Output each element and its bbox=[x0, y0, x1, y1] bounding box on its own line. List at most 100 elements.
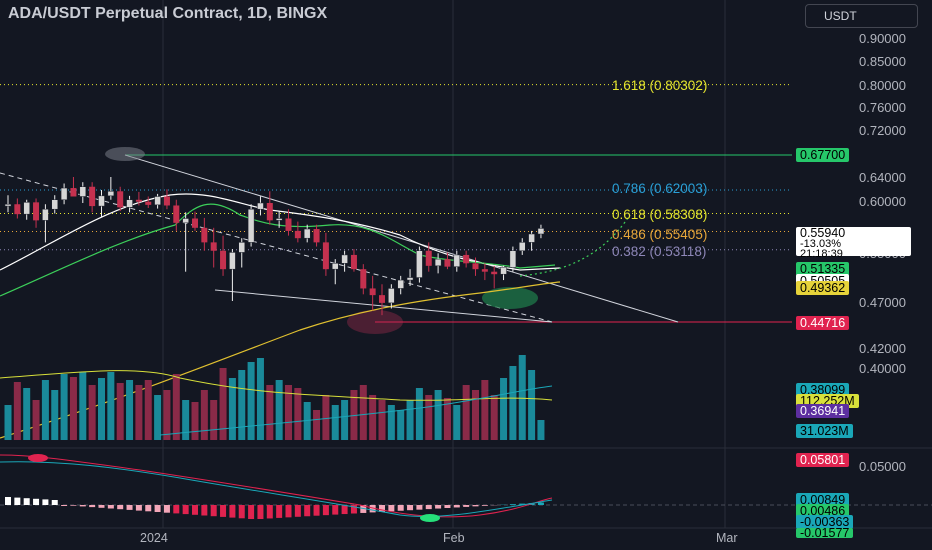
candle-body bbox=[444, 259, 451, 267]
osc-bar bbox=[322, 505, 329, 516]
candle-body bbox=[537, 228, 545, 235]
osc-bar bbox=[117, 505, 124, 510]
volume-bar bbox=[322, 395, 330, 440]
osc-bar bbox=[192, 505, 198, 515]
osc-bar bbox=[369, 505, 376, 513]
price-tick: 0.60000 bbox=[859, 194, 906, 209]
osc-axis-tick: 0.05000 bbox=[859, 459, 906, 474]
volume-bar bbox=[126, 380, 134, 440]
volume-bar bbox=[60, 374, 68, 440]
volume-bar bbox=[135, 385, 143, 440]
osc-bar bbox=[397, 505, 404, 511]
candle-body bbox=[360, 269, 367, 289]
candle-body bbox=[313, 229, 320, 243]
candle-body bbox=[145, 201, 152, 205]
osc-bar bbox=[182, 505, 189, 515]
osc-bar bbox=[89, 505, 96, 508]
level-tag-green: 0.67700 bbox=[796, 148, 850, 162]
candle-body bbox=[491, 271, 498, 275]
vol-ma-blue-tag: 0.38099 bbox=[796, 383, 850, 397]
candle-body bbox=[4, 203, 12, 207]
ma-yellow-tag: 0.49362 bbox=[796, 281, 850, 295]
candle-body bbox=[369, 288, 376, 296]
candle-body bbox=[509, 250, 517, 268]
fib-label-0618: 0.618 (0.58308) bbox=[612, 207, 708, 222]
x-tick-2024: 2024 bbox=[140, 531, 168, 545]
osc-bar bbox=[173, 505, 180, 514]
osc-bar bbox=[519, 503, 526, 505]
volume-bar bbox=[238, 370, 246, 440]
osc-bar bbox=[266, 505, 273, 519]
ma-green-line bbox=[0, 203, 556, 297]
candle-body bbox=[257, 202, 264, 210]
osc-bar bbox=[70, 505, 77, 506]
x-tick-mar: Mar bbox=[716, 531, 738, 545]
osc-bar bbox=[126, 505, 133, 510]
osc-bar bbox=[425, 505, 432, 510]
osc-bar bbox=[135, 505, 142, 511]
osc-tag-d: -0.01577 bbox=[796, 528, 854, 538]
osc-bar bbox=[98, 505, 105, 508]
osc-marker-red bbox=[28, 454, 48, 462]
volume-bar bbox=[182, 400, 190, 440]
price-tick: 0.72000 bbox=[859, 123, 906, 138]
volume-bar bbox=[397, 410, 405, 440]
volume-bar bbox=[472, 390, 479, 440]
fib-label-0382: 0.382 (0.53118) bbox=[612, 244, 707, 259]
candle-body bbox=[519, 242, 526, 251]
candle-body bbox=[135, 199, 142, 202]
x-tick-feb: Feb bbox=[443, 531, 465, 545]
price-tick: 0.85000 bbox=[859, 54, 906, 69]
volume-bar bbox=[285, 385, 292, 440]
candle-body bbox=[322, 242, 329, 270]
vol-ma-purple-tag: 0.36941 bbox=[796, 404, 850, 418]
price-tick: 0.64000 bbox=[859, 170, 906, 185]
candle-body bbox=[463, 254, 470, 264]
osc-bar bbox=[463, 505, 470, 507]
osc-bar bbox=[145, 505, 152, 512]
trendline-upper bbox=[124, 154, 679, 323]
candle-body bbox=[23, 202, 30, 215]
marker-ellipse-red bbox=[347, 310, 403, 334]
volume-bar bbox=[387, 405, 395, 440]
last-price-value: 0.55940 bbox=[800, 226, 846, 240]
price-tick: 0.90000 bbox=[859, 31, 906, 46]
candle-body bbox=[201, 227, 208, 243]
osc-tag-c: -0.00363 bbox=[796, 515, 854, 529]
osc-bar bbox=[163, 505, 170, 513]
volume-bar bbox=[116, 383, 124, 440]
osc-bar bbox=[472, 505, 479, 507]
osc-bar bbox=[341, 505, 348, 515]
candle-body bbox=[425, 250, 432, 266]
level-tag-red: 0.44716 bbox=[796, 316, 850, 330]
candle-body bbox=[163, 196, 170, 206]
osc-bar bbox=[435, 505, 442, 509]
volume-bar bbox=[154, 395, 162, 440]
candle-body bbox=[303, 228, 311, 239]
volume-bar bbox=[294, 388, 302, 440]
candle-body bbox=[210, 242, 217, 251]
osc-bar bbox=[388, 505, 395, 512]
candle-body bbox=[117, 191, 124, 208]
volume-bar bbox=[443, 398, 451, 440]
volume-bar bbox=[369, 395, 377, 440]
candle-body bbox=[220, 250, 227, 270]
osc-bar bbox=[509, 504, 516, 505]
osc-bar bbox=[407, 505, 414, 511]
volume-bar bbox=[191, 402, 199, 440]
volume-bar bbox=[172, 374, 180, 440]
osc-bar bbox=[285, 505, 292, 518]
volume-bar bbox=[266, 385, 274, 440]
osc-bar bbox=[154, 505, 161, 512]
currency-button[interactable]: USDT bbox=[805, 4, 918, 28]
candle-body bbox=[79, 186, 87, 197]
volume-bar bbox=[69, 377, 77, 440]
candle-body bbox=[89, 186, 96, 207]
volume-bar bbox=[425, 395, 433, 440]
volume-bar bbox=[537, 420, 545, 440]
volume-bar bbox=[98, 378, 105, 440]
candle-body bbox=[332, 263, 339, 270]
osc-bar bbox=[453, 505, 460, 508]
osc-bar bbox=[481, 505, 488, 506]
